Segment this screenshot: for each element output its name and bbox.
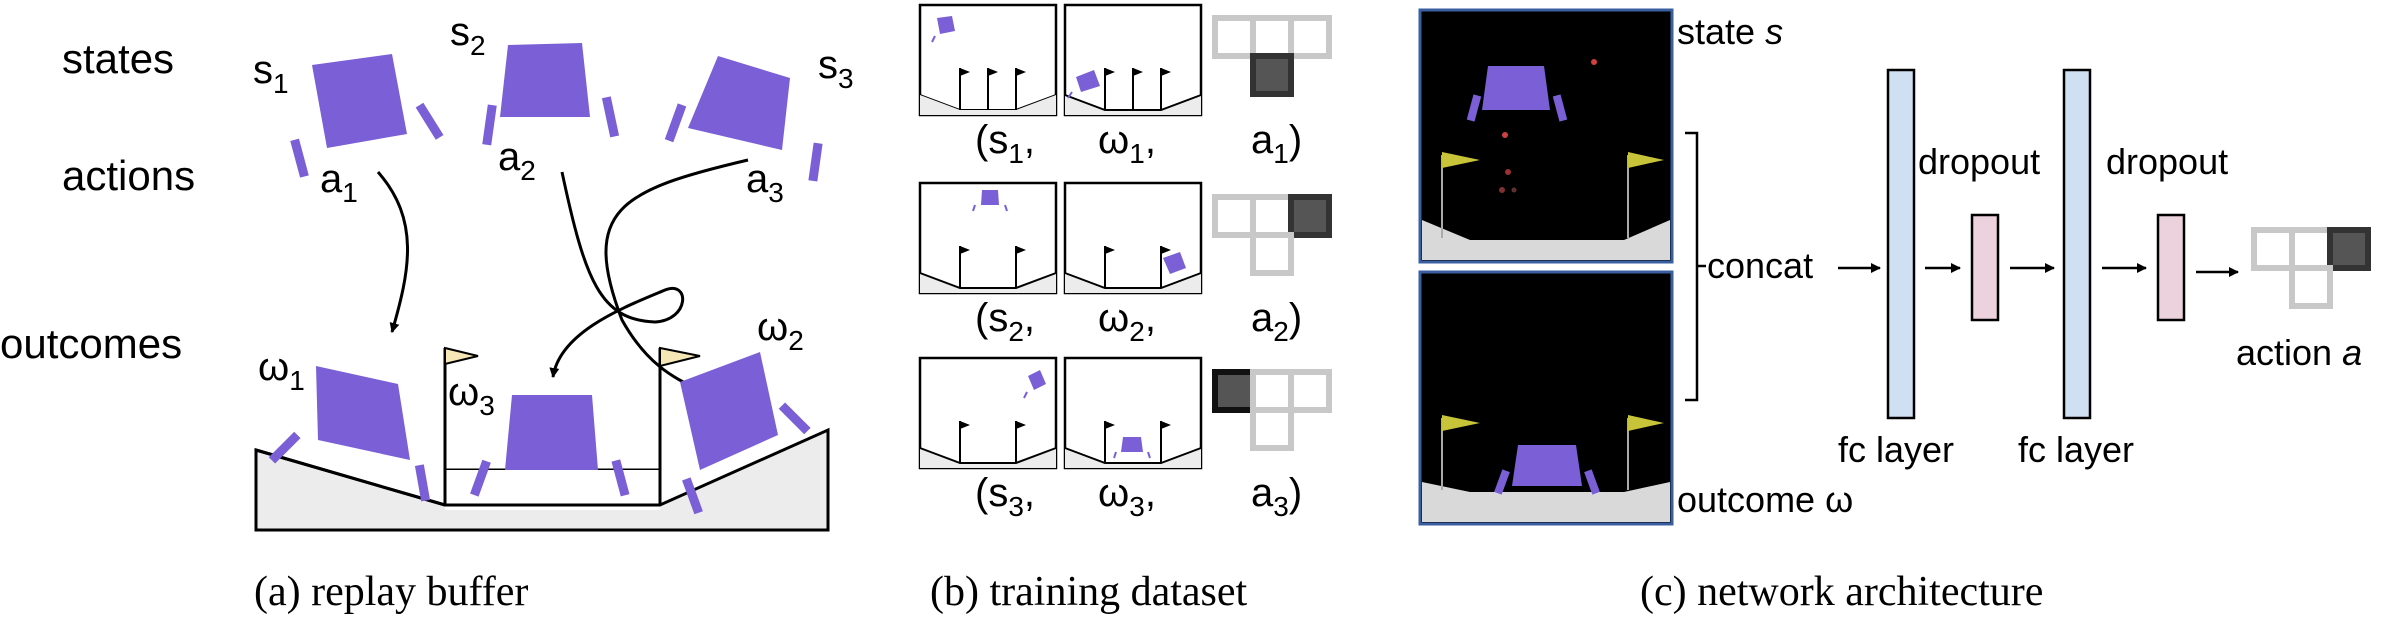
right-arrow-key-icon xyxy=(1212,194,1332,276)
fc-layer-2-label: fc layer xyxy=(2018,429,2134,470)
action-label-1: a1 xyxy=(320,157,358,208)
tuple-s-3: (s3, xyxy=(975,471,1035,522)
tuple-w-3: ω3, xyxy=(1098,471,1156,522)
tuple-a-1: a1) xyxy=(1251,118,1302,169)
arrow-a1-to-outcome1 xyxy=(376,171,409,333)
fc-layer-1-label: fc layer xyxy=(1838,429,1954,470)
tuple-w-1: ω1, xyxy=(1098,118,1156,169)
dropout-1-label: dropout xyxy=(1918,141,2040,182)
caption-b: (b) training dataset xyxy=(930,569,1248,615)
dataset-row-2: (s2, ω2, a2) xyxy=(918,181,1332,347)
dropout-2-label: dropout xyxy=(2106,141,2228,182)
dropout-2-block xyxy=(2156,213,2186,322)
tuple-a-3: a3) xyxy=(1251,471,1302,522)
tuple-s-1: (s1, xyxy=(975,118,1035,169)
outcome-lander-2 xyxy=(680,352,811,515)
outcome-label-3: ω3 xyxy=(448,370,495,421)
tuple-a-2: a2) xyxy=(1251,296,1302,347)
tuple-w-2: ω2, xyxy=(1098,296,1156,347)
action-label-3: a3 xyxy=(746,157,784,208)
state-screen xyxy=(1418,8,1674,264)
left-arrow-key-icon xyxy=(1212,369,1332,451)
concat-label: concat xyxy=(1707,245,1813,286)
action-label: action a xyxy=(2236,332,2362,373)
outcome-lander-1 xyxy=(268,366,431,502)
state-label: state s xyxy=(1677,11,1783,52)
row-label-outcomes: outcomes xyxy=(0,320,182,367)
state-lander-3 xyxy=(664,56,823,182)
dropout-1-block xyxy=(1970,213,2000,322)
row-label-states: states xyxy=(62,35,174,82)
outcome-screen xyxy=(1418,270,1674,526)
tuple-s-2: (s2, xyxy=(975,296,1035,347)
arrow-a3-to-outcome3 xyxy=(549,171,685,378)
down-arrow-key-icon xyxy=(1212,15,1332,97)
outcome-label-2: ω2 xyxy=(757,305,804,356)
dataset-row-1: (s1, ω1, a1) xyxy=(918,3,1332,169)
panel-c-network-architecture: state s outcome ω concat fc layer dropou… xyxy=(1418,8,2371,615)
outcome-label-1: ω1 xyxy=(258,345,305,396)
fc-layer-1-block xyxy=(1886,68,1916,420)
action-output-icon xyxy=(2251,227,2371,309)
state-lander-1 xyxy=(290,54,444,178)
panel-a-replay-buffer: states actions outcomes s1 s2 s3 a1 a2 a… xyxy=(0,10,854,615)
fc-layer-2-block xyxy=(2062,68,2092,420)
state-label-1: s1 xyxy=(253,48,289,99)
caption-c: (c) network architecture xyxy=(1640,569,2043,615)
flag-right xyxy=(659,346,701,368)
outcome-label: outcome ω xyxy=(1677,479,1853,520)
state-label-2: s2 xyxy=(450,10,486,61)
dataset-row-3: (s3, ω3, a3) xyxy=(918,356,1332,522)
flag-left xyxy=(444,346,479,366)
action-label-2: a2 xyxy=(498,135,536,186)
row-label-actions: actions xyxy=(62,152,195,199)
state-label-3: s3 xyxy=(818,43,854,94)
state-lander-2 xyxy=(482,43,620,146)
outcome-lander-3 xyxy=(470,395,630,497)
panel-b-training-dataset: (s1, ω1, a1) (s xyxy=(918,3,1332,615)
caption-a: (a) replay buffer xyxy=(254,569,528,615)
concat-bracket xyxy=(1685,131,1699,402)
thumb-outcome-2 xyxy=(1063,181,1203,295)
